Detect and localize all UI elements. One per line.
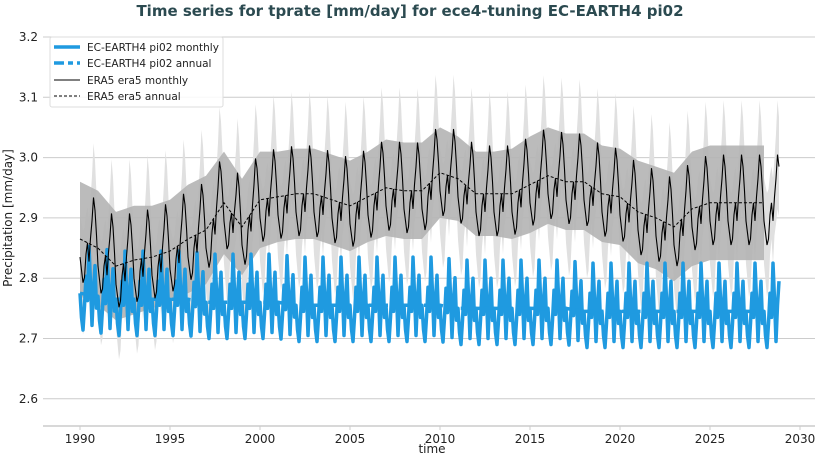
x-tick-label: 2005 [335, 432, 366, 446]
legend-label-ecearth-annual: EC-EARTH4 pi02 annual [87, 58, 211, 70]
legend-label-era5-monthly: ERA5 era5 monthly [87, 75, 188, 87]
era5-annual-line [79, 172, 764, 267]
chart-title: Time series for tprate [mm/day] for ece4… [136, 2, 683, 20]
era5-monthly-line [79, 128, 780, 308]
x-axis-label: time [418, 442, 445, 456]
y-ticks: 2.6 2.7 2.8 2.9 3.0 3.1 3.2 [19, 30, 38, 406]
legend: EC-EARTH4 pi02 monthly EC-EARTH4 pi02 an… [49, 36, 224, 108]
y-tick-label: 2.7 [19, 332, 38, 346]
x-tick-label: 2020 [605, 432, 636, 446]
x-tick-label: 2010 [425, 432, 456, 446]
legend-label-era5-annual: ERA5 era5 annual [87, 91, 181, 103]
y-tick-label: 3.1 [19, 90, 38, 104]
std-bands [80, 74, 779, 360]
y-tick-label: 2.8 [19, 271, 38, 285]
x-tick-label: 2025 [695, 432, 726, 446]
y-tick-label: 2.9 [19, 211, 38, 225]
x-tick-label: 1995 [155, 432, 186, 446]
legend-label-ecearth-monthly: EC-EARTH4 pi02 monthly [87, 42, 219, 54]
y-tick-label: 2.6 [19, 392, 38, 406]
x-tick-label: 2000 [245, 432, 276, 446]
era5-annual-std-band [80, 127, 764, 321]
x-tick-label: 2030 [785, 432, 816, 446]
y-tick-label: 3.0 [19, 151, 38, 165]
y-tick-label: 3.2 [19, 30, 38, 44]
series-lines [78, 128, 781, 350]
legend-box [49, 36, 224, 108]
x-ticks: 1990 1995 2000 2005 2010 2015 2020 2025 2030 [65, 426, 816, 446]
y-axis-label: Precipitation [mm/day] [1, 149, 15, 287]
x-tick-label: 2015 [515, 432, 546, 446]
x-tick-label: 1990 [65, 432, 96, 446]
ecearth-monthly-line [78, 244, 781, 350]
